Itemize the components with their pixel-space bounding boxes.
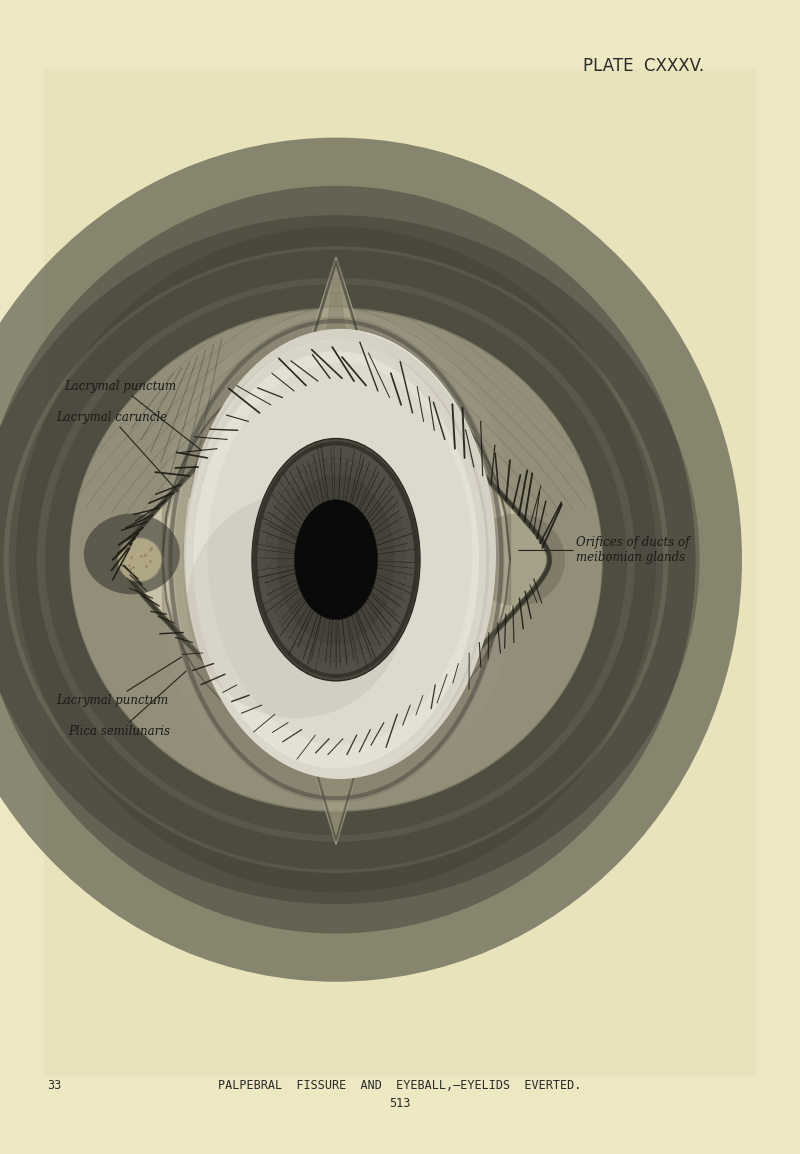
Text: PALPEBRAL  FISSURE  AND  EYEBALL,—EYELIDS  EVERTED.: PALPEBRAL FISSURE AND EYEBALL,—EYELIDS E… — [218, 1079, 582, 1093]
Ellipse shape — [254, 441, 418, 679]
Ellipse shape — [265, 457, 407, 662]
Ellipse shape — [294, 500, 378, 620]
Ellipse shape — [207, 362, 473, 745]
Ellipse shape — [469, 514, 565, 606]
Text: PLATE  CXXXV.: PLATE CXXXV. — [583, 57, 704, 75]
Polygon shape — [301, 257, 370, 367]
Ellipse shape — [167, 316, 505, 803]
Ellipse shape — [0, 186, 695, 934]
Polygon shape — [325, 257, 348, 352]
Text: Lacrymal punctum: Lacrymal punctum — [64, 380, 202, 451]
Text: Lacrymal punctum: Lacrymal punctum — [56, 657, 182, 707]
Text: Lacrymal caruncle: Lacrymal caruncle — [56, 411, 178, 492]
Ellipse shape — [0, 137, 742, 982]
Bar — [44, 69, 756, 1076]
Text: 33: 33 — [47, 1079, 62, 1093]
Ellipse shape — [192, 340, 488, 767]
Ellipse shape — [16, 227, 656, 892]
Ellipse shape — [118, 538, 162, 582]
Ellipse shape — [252, 439, 420, 681]
Ellipse shape — [184, 329, 496, 779]
Ellipse shape — [84, 514, 180, 594]
Ellipse shape — [70, 307, 603, 812]
Polygon shape — [122, 374, 550, 745]
Text: Orifices of ducts of
meibomian glands: Orifices of ducts of meibomian glands — [518, 537, 690, 564]
Text: 513: 513 — [390, 1096, 410, 1110]
Polygon shape — [308, 752, 364, 845]
Ellipse shape — [53, 265, 619, 854]
Text: Plica semilunaris: Plica semilunaris — [68, 672, 186, 739]
Ellipse shape — [187, 494, 406, 718]
Ellipse shape — [277, 475, 395, 644]
